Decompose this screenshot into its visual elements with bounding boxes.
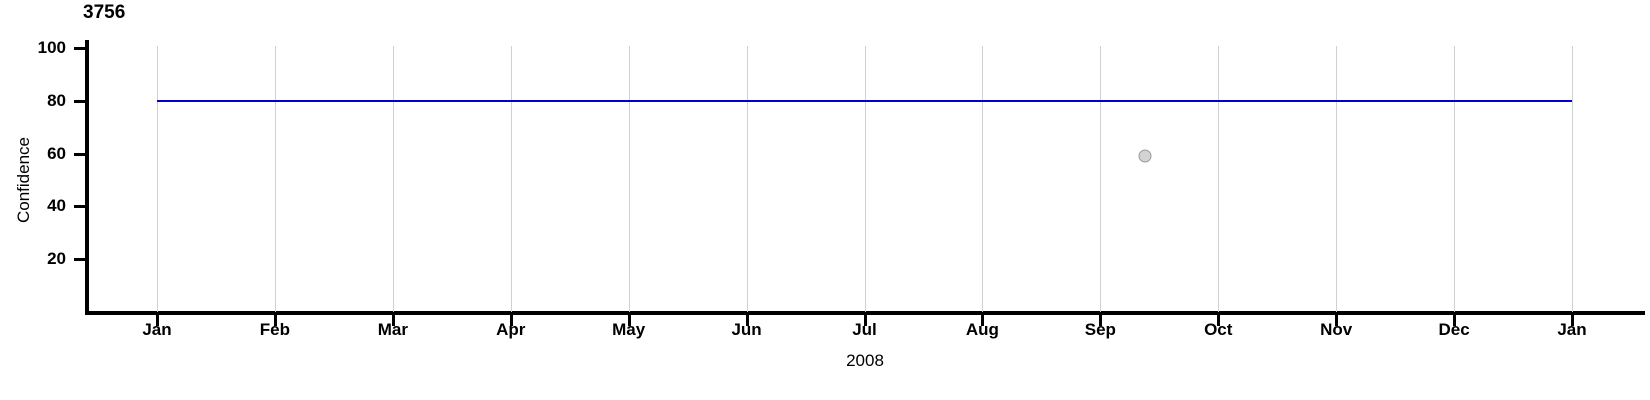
y-tick-label-80: 80	[47, 90, 66, 110]
y-tick-40	[74, 205, 85, 209]
x-tick-label-jan-0: Jan	[142, 320, 172, 339]
gridline-sep-8	[1100, 46, 1102, 312]
gridline-mar-2	[392, 46, 394, 312]
gridline-oct-9	[1218, 46, 1220, 312]
x-tick-may-4	[627, 315, 631, 326]
data-point[interactable]	[1138, 149, 1152, 163]
x-tick-jun-5	[745, 315, 749, 326]
y-tick-100	[74, 47, 85, 50]
gridline-jun-5	[746, 46, 748, 312]
x-tick-aug-7	[981, 315, 985, 326]
y-tick-label-100: 100	[37, 38, 66, 57]
x-tick-feb-1	[273, 315, 277, 326]
gridline-nov-10	[1336, 46, 1338, 312]
y-axis-line	[85, 40, 89, 315]
gridline-apr-3	[510, 46, 512, 312]
y-tick-80	[74, 99, 85, 103]
x-tick-label-jul-6: Jul	[852, 320, 877, 339]
x-tick-label-aug-7: Aug	[965, 320, 999, 339]
x-axis-line	[85, 311, 1645, 315]
y-axis-title: Confidence	[14, 137, 33, 224]
x-tick-apr-3	[509, 315, 513, 326]
x-tick-label-jan-12: Jan	[1557, 320, 1587, 339]
x-tick-oct-9	[1217, 315, 1221, 326]
x-tick-label-jun-5: Jun	[731, 320, 762, 339]
x-tick-dec-11	[1453, 315, 1457, 326]
y-tick-label-20: 20	[47, 249, 66, 268]
x-tick-jul-6	[863, 315, 867, 326]
x-tick-label-mar-2: Mar	[377, 320, 408, 339]
gridline-feb-1	[274, 46, 276, 312]
y-tick-20	[74, 258, 85, 261]
x-tick-label-sep-8: Sep	[1084, 320, 1116, 339]
x-tick-label-dec-11: Dec	[1438, 320, 1470, 339]
threshold-line	[157, 99, 1572, 102]
gridline-dec-11	[1454, 46, 1456, 312]
x-tick-jan-12	[1571, 315, 1574, 326]
chart-title: 3756	[83, 2, 126, 23]
gridline-jan-12	[1572, 46, 1573, 312]
gridline-may-4	[628, 46, 630, 312]
y-tick-label-40: 40	[47, 196, 66, 216]
x-tick-label-nov-10: Nov	[1320, 320, 1353, 339]
y-tick-label-60: 60	[47, 143, 66, 163]
x-tick-jan-0	[156, 315, 159, 326]
x-axis-title: 2008	[846, 351, 884, 370]
gridline-aug-7	[982, 46, 984, 312]
gridline-jul-6	[864, 46, 866, 312]
y-tick-60	[74, 152, 85, 156]
x-tick-mar-2	[391, 315, 395, 326]
x-tick-label-oct-9: Oct	[1204, 320, 1233, 339]
x-tick-label-feb-1: Feb	[259, 320, 291, 339]
x-tick-label-may-4: May	[612, 320, 646, 339]
x-tick-nov-10	[1335, 315, 1339, 326]
x-tick-sep-8	[1099, 315, 1103, 326]
gridline-jan-0	[157, 46, 158, 312]
x-tick-label-apr-3: Apr	[496, 320, 526, 339]
